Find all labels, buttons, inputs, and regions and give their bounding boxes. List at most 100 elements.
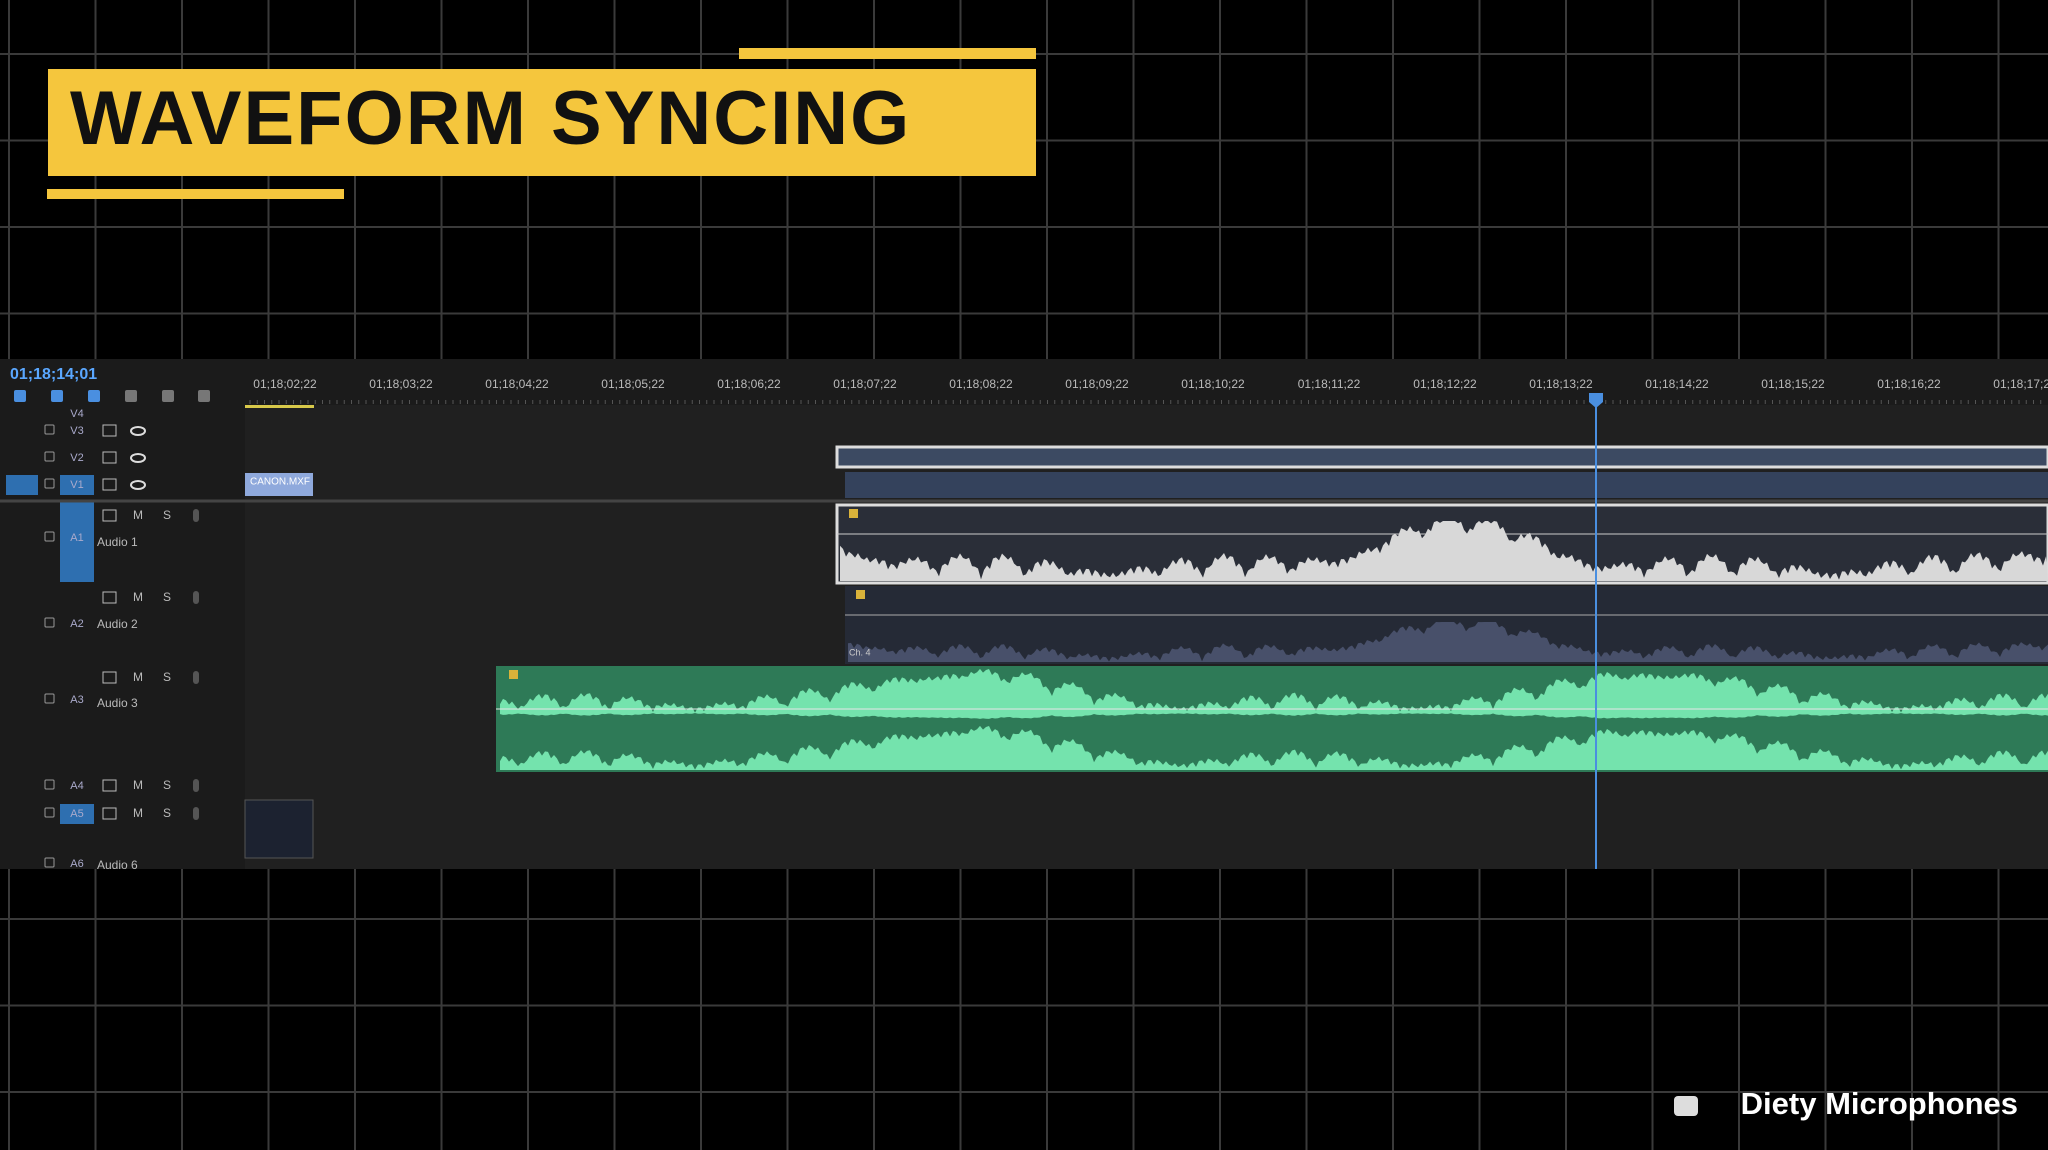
sync-icon xyxy=(102,671,117,684)
lock-icon xyxy=(44,693,55,704)
lock-icon xyxy=(44,617,55,628)
clip-v1 xyxy=(845,472,2048,498)
tool-icon xyxy=(125,390,137,402)
sync-icon xyxy=(102,478,117,491)
track-id: A3 xyxy=(70,694,83,706)
mic-icon xyxy=(193,671,199,684)
track-target xyxy=(60,804,94,824)
ruler-label: 01;18;05;22 xyxy=(601,377,665,391)
track-id: V2 xyxy=(70,452,83,464)
sync-icon xyxy=(102,424,117,437)
ruler-label: 01;18;16;22 xyxy=(1877,377,1941,391)
fx-badge xyxy=(849,509,858,518)
solo-button: S xyxy=(163,590,171,604)
fx-badge xyxy=(856,590,865,599)
lock-icon xyxy=(44,779,55,790)
in-out-range xyxy=(245,405,314,408)
track-id: A2 xyxy=(70,618,83,630)
source-patch xyxy=(6,475,38,495)
mute-button: M xyxy=(133,508,143,522)
lock-icon xyxy=(44,451,55,462)
accent-bar xyxy=(47,189,344,199)
lock-icon xyxy=(44,424,55,435)
ruler-label: 01;18;13;22 xyxy=(1529,377,1593,391)
clip-name: CANON.MXF xyxy=(250,477,310,488)
track-id: A6 xyxy=(70,858,83,870)
track-id: A4 xyxy=(70,780,83,792)
tool-icon xyxy=(14,390,26,402)
solo-button: S xyxy=(163,778,171,792)
lock-icon xyxy=(44,807,55,818)
track-id: V3 xyxy=(70,425,83,437)
fx-badge xyxy=(509,670,518,679)
accent-bar xyxy=(739,48,1036,59)
eye-icon xyxy=(130,480,146,490)
track-name: Audio 2 xyxy=(97,617,138,631)
sync-icon xyxy=(102,591,117,604)
lock-icon xyxy=(44,857,55,868)
eye-icon xyxy=(130,453,146,463)
ruler-label: 01;18;03;22 xyxy=(369,377,433,391)
track-id: A1 xyxy=(70,532,83,544)
mic-icon xyxy=(193,509,199,522)
mic-icon xyxy=(193,591,199,604)
brand-icon xyxy=(1674,1096,1698,1116)
eye-icon xyxy=(130,426,146,436)
mute-button: M xyxy=(133,806,143,820)
mic-icon xyxy=(193,779,199,792)
playhead-handle xyxy=(1589,393,1603,408)
sync-icon xyxy=(102,509,117,522)
track-id: V4 xyxy=(70,408,83,420)
mute-button: M xyxy=(133,778,143,792)
clip-a5 xyxy=(244,799,314,859)
tool-icon xyxy=(162,390,174,402)
track-id: V1 xyxy=(70,479,83,491)
waveform xyxy=(500,668,2048,713)
mute-button: M xyxy=(133,590,143,604)
clip-canon xyxy=(245,473,313,496)
timeline: 01;18;02;22 01;18;03;22 01;18;04;22 01;18;0… xyxy=(0,377,2048,872)
track-name: Audio 1 xyxy=(97,535,138,549)
waveform xyxy=(848,622,2048,662)
lock-icon xyxy=(44,531,55,542)
title: WAVEFORM SYNCING xyxy=(70,76,911,161)
timecode: 01;18;14;01 xyxy=(10,366,97,383)
track-target xyxy=(60,500,94,582)
tool-icon xyxy=(51,390,63,402)
channel-label: Ch. 4 xyxy=(849,647,871,657)
ruler-label: 01;18;07;22 xyxy=(833,377,897,391)
ruler-label: 01;18;14;22 xyxy=(1645,377,1709,391)
ruler-label: 01;18;09;22 xyxy=(1065,377,1129,391)
ruler-label: 01;18;12;22 xyxy=(1413,377,1477,391)
mute-button: M xyxy=(133,670,143,684)
clip-v2 xyxy=(835,445,2048,469)
ruler-label: 01;18;10;22 xyxy=(1181,377,1245,391)
track-target xyxy=(60,475,94,495)
sync-icon xyxy=(102,451,117,464)
solo-button: S xyxy=(163,508,171,522)
sync-icon xyxy=(102,779,117,792)
solo-button: S xyxy=(163,806,171,820)
waveform xyxy=(840,521,2048,581)
tool-icon xyxy=(198,390,210,402)
waveform xyxy=(500,725,2048,770)
ruler-label: 01;18;11;22 xyxy=(1298,377,1361,391)
mic-icon xyxy=(193,807,199,820)
solo-button: S xyxy=(163,670,171,684)
lock-icon xyxy=(44,478,55,489)
track-name: Audio 6 xyxy=(97,858,138,872)
brand: Diety Microphones xyxy=(1741,1086,2018,1121)
ruler-label: 01;18;08;22 xyxy=(949,377,1013,391)
ruler-label: 01;18;17;22 xyxy=(1993,377,2048,391)
ruler-label: 01;18;04;22 xyxy=(485,377,549,391)
sync-icon xyxy=(102,807,117,820)
waveform xyxy=(500,713,2048,719)
ruler-label: 01;18;02;22 xyxy=(253,377,317,391)
ruler-label: 01;18;06;22 xyxy=(717,377,781,391)
tool-icon xyxy=(88,390,100,402)
track-id: A5 xyxy=(70,808,83,820)
title-box xyxy=(48,69,1036,176)
ruler-label: 01;18;15;22 xyxy=(1761,377,1825,391)
